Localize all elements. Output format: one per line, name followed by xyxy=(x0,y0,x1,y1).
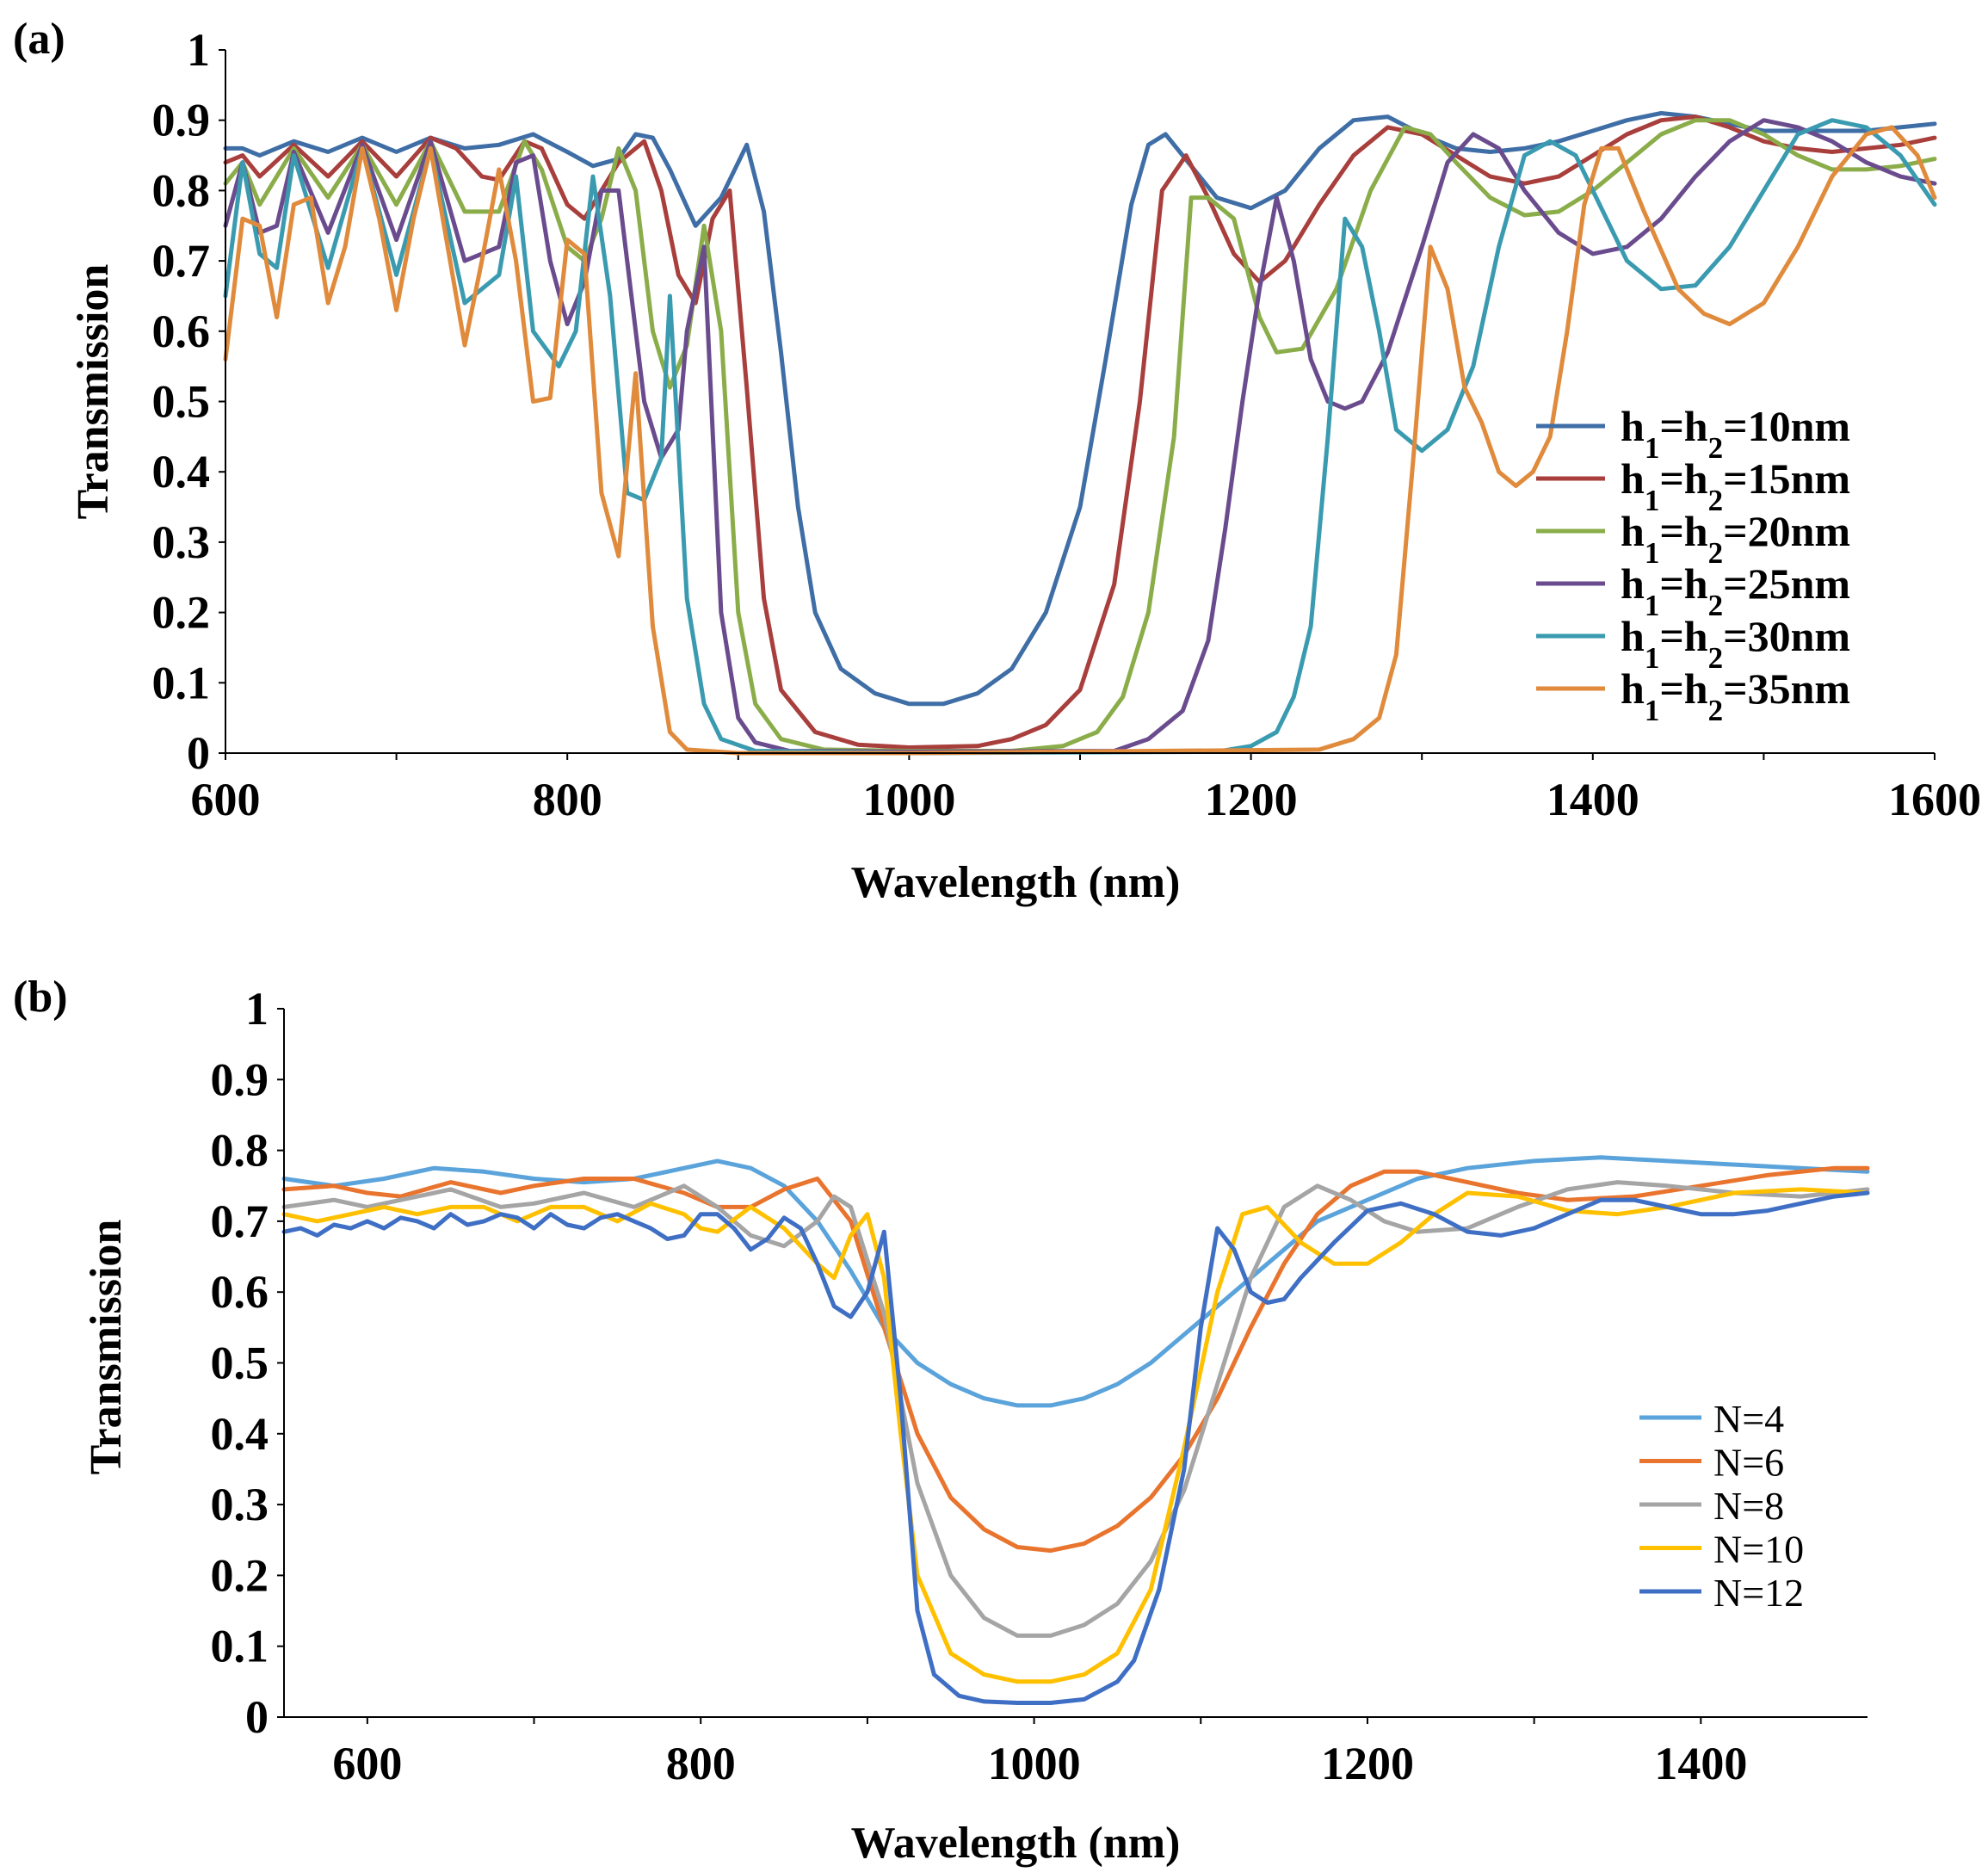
panel-a-y-axis-title: Transmission xyxy=(69,264,118,520)
panel-b-legend: N=4N=6N=8N=10N=12 xyxy=(1639,1397,1804,1615)
panel-b-y-axis-title: Transmission xyxy=(82,1220,131,1475)
y-tick-label: 0.3 xyxy=(152,516,211,568)
x-tick-label: 1400 xyxy=(1654,1738,1747,1789)
y-tick-label: 0.6 xyxy=(152,306,211,357)
panel-b-x-axis-title: Wavelength (nm) xyxy=(851,1819,1181,1868)
x-tick-label: 800 xyxy=(666,1738,736,1789)
x-tick-label: 1400 xyxy=(1547,774,1639,825)
y-tick-label: 0.2 xyxy=(211,1549,269,1601)
panel-b-series-line-2 xyxy=(281,1165,1870,1554)
panel-a-series-line-4 xyxy=(223,118,1937,754)
y-tick-label: 0.8 xyxy=(211,1125,269,1177)
panel-b-series-line-1 xyxy=(281,1155,1870,1408)
panel-b-y-ticks: 0 0.1 0.2 0.3 0.4 0.5 0.6 0.7 0.8 0.9 1 xyxy=(211,983,284,1743)
y-tick-label: 0.6 xyxy=(211,1266,269,1318)
panel-b-series-line-3 xyxy=(281,1180,1870,1638)
panel-a-legend: h1=h2=10nmh1=h2=15nmh1=h2=20nmh1=h2=25nm… xyxy=(1536,402,1850,727)
y-tick-label: 0.4 xyxy=(152,446,211,497)
legend-label: h1=h2=20nm xyxy=(1621,507,1850,570)
legend-label: N=6 xyxy=(1713,1441,1784,1485)
y-tick-label: 0.7 xyxy=(211,1195,269,1247)
panel-a-series-line-1 xyxy=(223,111,1937,707)
panel-a-label: (a) xyxy=(13,15,65,64)
y-tick-label: 1 xyxy=(245,983,269,1035)
panel-a-chart: (a) Wavelength (nm) Transmission 600 800 1… xyxy=(13,15,1981,907)
legend-label: h1=h2=15nm xyxy=(1621,454,1850,517)
x-tick-label: 1200 xyxy=(1205,774,1298,825)
y-tick-label: 0.1 xyxy=(152,657,211,708)
y-tick-label: 0.8 xyxy=(152,164,211,216)
y-tick-label: 0.9 xyxy=(211,1053,269,1105)
panel-b-chart: (b) Wavelength (nm) Transmission 600 800 1… xyxy=(13,973,1870,1868)
y-tick-label: 0.7 xyxy=(152,235,211,287)
y-tick-label: 0.5 xyxy=(152,376,211,428)
legend-label: N=8 xyxy=(1713,1484,1784,1528)
y-tick-label: 0.4 xyxy=(211,1408,269,1460)
x-tick-label: 800 xyxy=(533,774,602,825)
legend-label: N=4 xyxy=(1713,1397,1784,1441)
panel-b-label: (b) xyxy=(13,973,68,1022)
x-tick-label: 600 xyxy=(332,1738,402,1789)
x-tick-label: 600 xyxy=(191,774,261,825)
panel-a-x-axis-title: Wavelength (nm) xyxy=(851,858,1181,907)
y-tick-label: 0 xyxy=(187,727,210,779)
y-tick-label: 0.2 xyxy=(152,587,211,639)
x-tick-label: 1000 xyxy=(862,774,955,825)
legend-label: h1=h2=35nm xyxy=(1621,664,1850,727)
legend-label: h1=h2=30nm xyxy=(1621,612,1850,675)
y-tick-label: 1 xyxy=(187,24,210,76)
legend-label: N=12 xyxy=(1713,1571,1804,1615)
y-tick-label: 0.3 xyxy=(211,1479,269,1530)
panel-b-series-line-4 xyxy=(281,1187,1870,1684)
y-tick-label: 0.9 xyxy=(152,95,211,146)
y-tick-label: 0 xyxy=(245,1691,269,1743)
legend-label: h1=h2=10nm xyxy=(1621,402,1850,465)
x-tick-label: 1200 xyxy=(1321,1738,1414,1789)
legend-label: N=10 xyxy=(1713,1528,1804,1572)
y-tick-label: 0.5 xyxy=(211,1338,269,1389)
legend-label: h1=h2=25nm xyxy=(1621,559,1850,622)
panel-a-series-group xyxy=(223,111,1937,756)
panel-b-series-line-5 xyxy=(281,1190,1870,1705)
x-tick-label: 1000 xyxy=(988,1738,1081,1789)
panel-a-y-ticks: 0 0.1 0.2 0.3 0.4 0.5 0.6 0.7 0.8 0.9 1 xyxy=(152,24,225,779)
y-tick-label: 0.1 xyxy=(211,1621,269,1672)
panel-b-series-group xyxy=(281,1155,1870,1705)
panel-a-x-ticks: 600 800 1000 1200 1400 1600 xyxy=(191,753,1981,825)
x-tick-label: 1600 xyxy=(1888,774,1981,825)
panel-b-x-ticks: 600 800 1000 1200 1400 xyxy=(332,1717,1747,1789)
